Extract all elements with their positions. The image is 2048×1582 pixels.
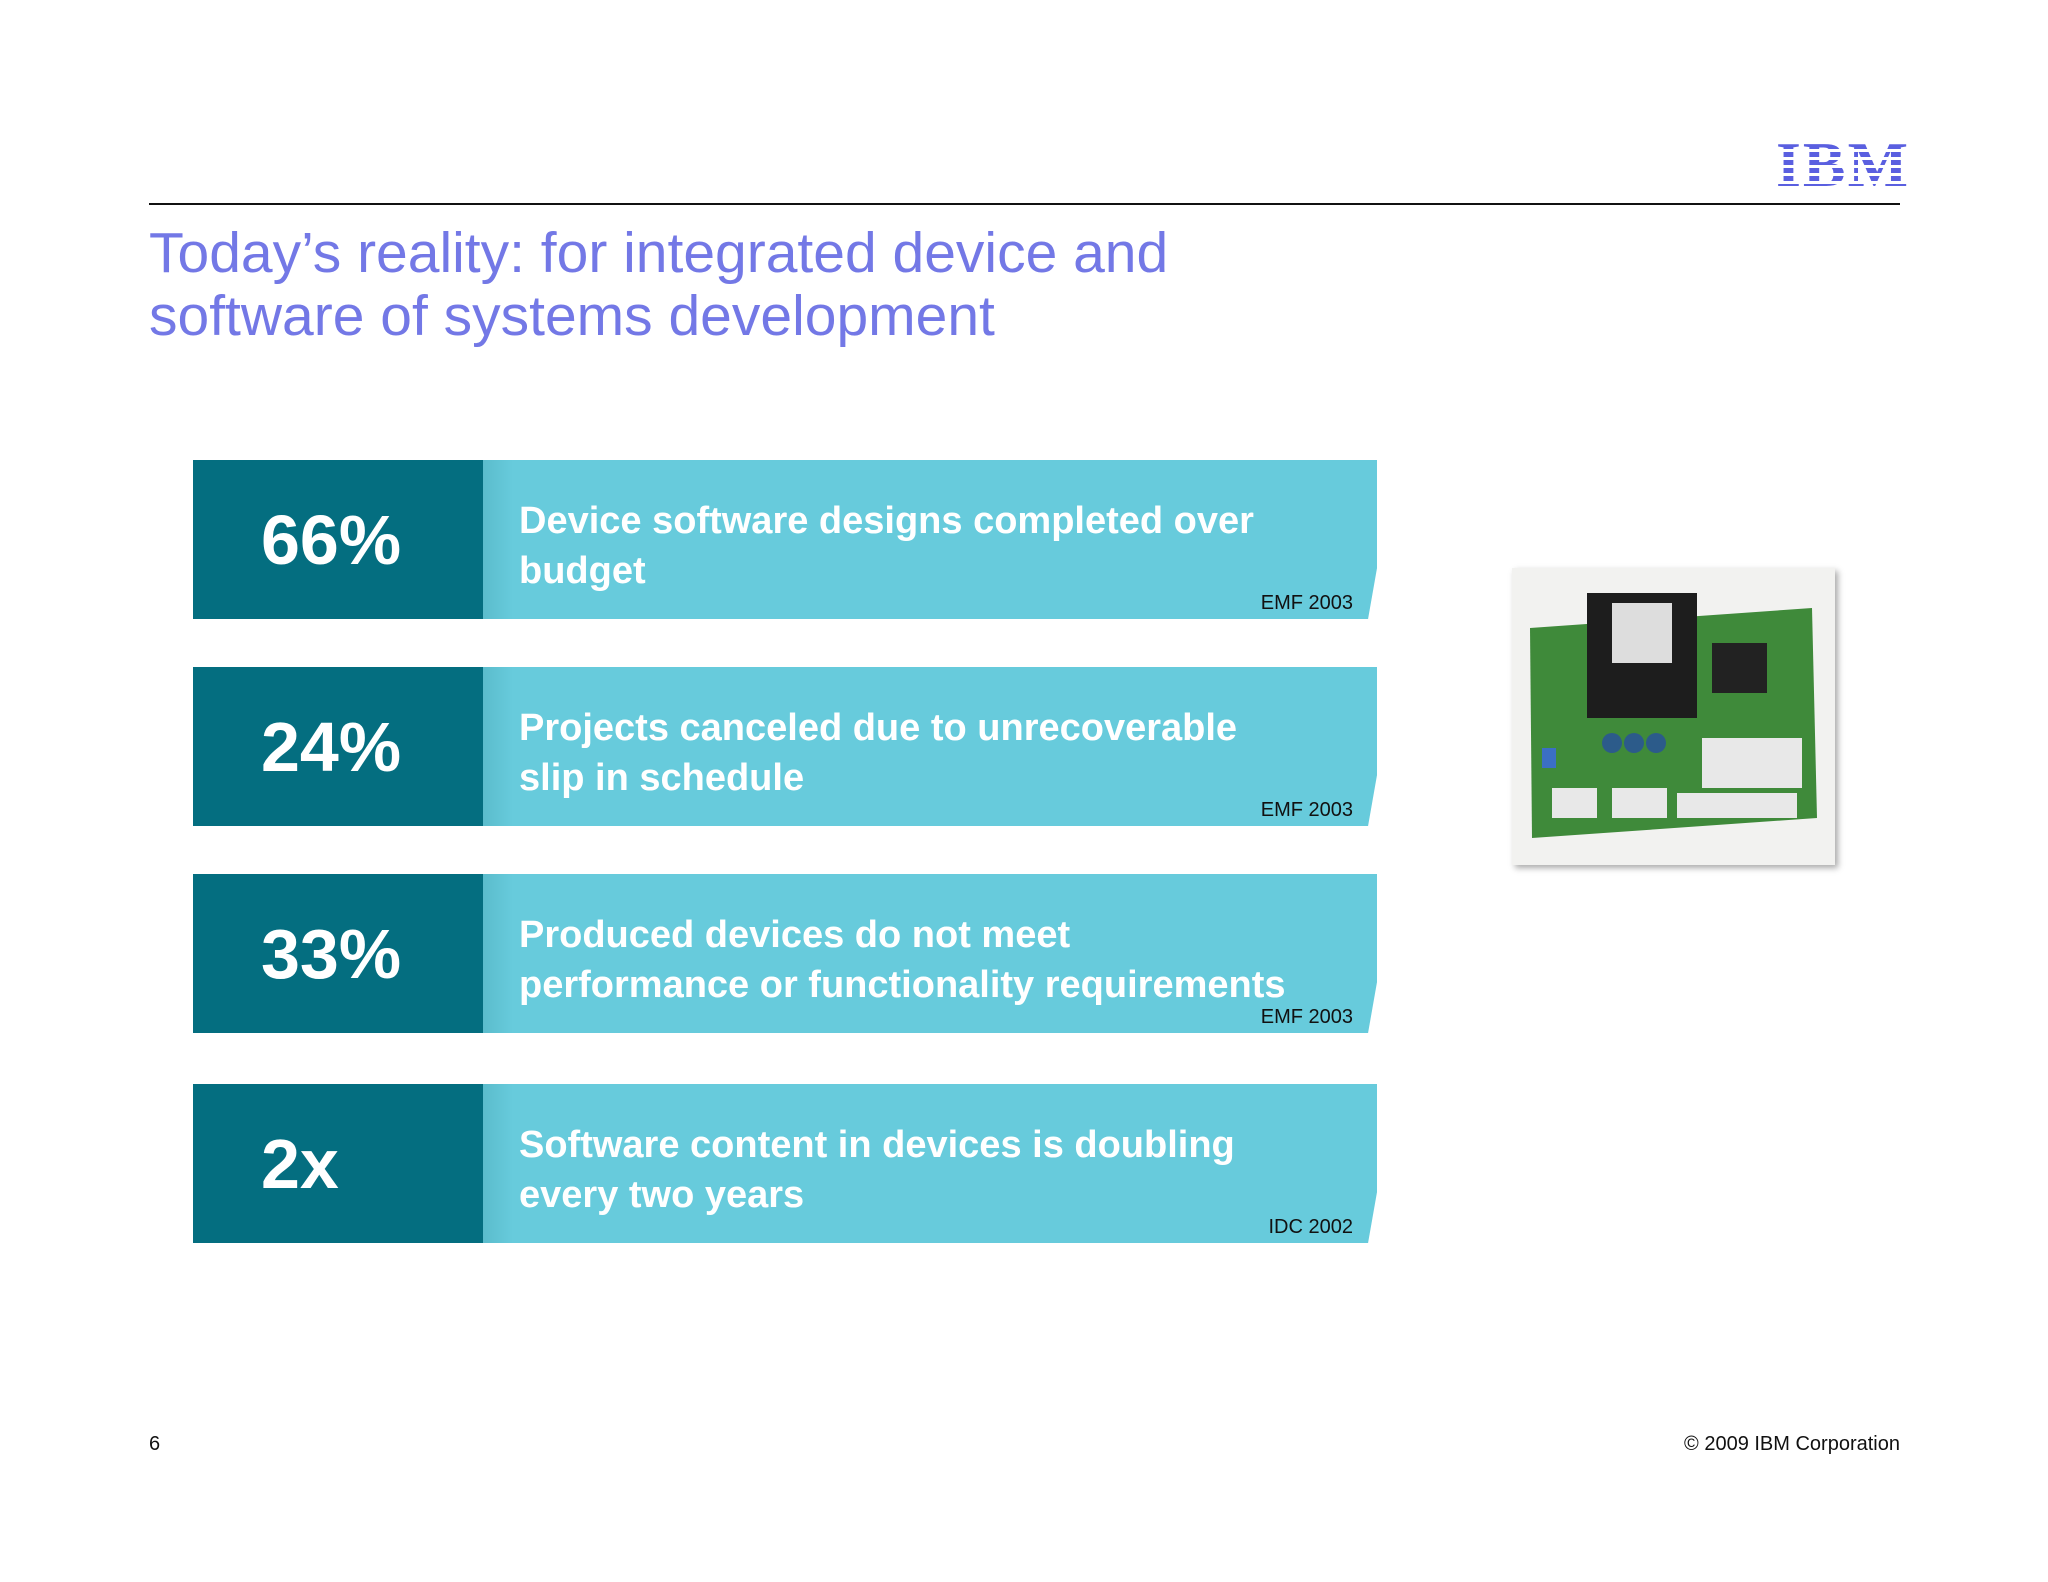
- logo: IBM: [1776, 129, 1910, 200]
- description-line: slip in schedule: [519, 757, 805, 799]
- stat-panel: Projects canceled due to unrecoverable sl…: [483, 667, 1377, 826]
- stat-description: Device software designs completed over bu…: [519, 496, 1254, 596]
- description-line: budget: [519, 550, 646, 592]
- description-line: Projects canceled due to unrecoverable: [519, 707, 1238, 749]
- page-number: 6: [149, 1433, 161, 1455]
- stat-source: EMF 2003: [1260, 1006, 1353, 1028]
- stat-source: IDC 2002: [1268, 1216, 1354, 1238]
- stat-value: 24%: [193, 667, 483, 826]
- stat-value: 66%: [193, 460, 483, 619]
- description-line: every two years: [519, 1174, 805, 1216]
- circuit-board-image: [1512, 568, 1835, 865]
- stat-description: Software content in devices is doubling e…: [519, 1120, 1235, 1220]
- stat-panel: Device software designs completed over bu…: [483, 460, 1377, 619]
- stat-source: EMF 2003: [1260, 799, 1353, 821]
- description-line: Software content in devices is doubling: [519, 1124, 1235, 1166]
- copyright: © 2009 IBM Corporation: [1684, 1433, 1900, 1455]
- stat-row: 33% Produced devices do not meet performan…: [193, 874, 1377, 1033]
- header-rule: [149, 203, 1900, 205]
- stat-source: EMF 2003: [1260, 592, 1353, 614]
- stat-row: 24% Projects canceled due to unrecoverabl…: [193, 667, 1377, 826]
- stat-row: 66% Device software designs completed ove…: [193, 460, 1377, 619]
- stat-description: Produced devices do not meet performance …: [519, 910, 1286, 1010]
- description-line: performance or functionality requirement…: [519, 964, 1286, 1006]
- description-line: Device software designs completed over: [519, 500, 1254, 542]
- title-line: Today’s reality: for integrated device a…: [149, 221, 1169, 285]
- stat-row: 2x Software content in devices is doublin…: [193, 1084, 1377, 1243]
- stat-panel: Produced devices do not meet performance …: [483, 874, 1377, 1033]
- title: Today’s reality: for integrated device a…: [149, 222, 1168, 348]
- stat-description: Projects canceled due to unrecoverable sl…: [519, 703, 1237, 803]
- stat-value: 2x: [193, 1084, 483, 1243]
- description-line: Produced devices do not meet: [519, 914, 1071, 956]
- stat-panel: Software content in devices is doubling e…: [483, 1084, 1377, 1243]
- stat-value: 33%: [193, 874, 483, 1033]
- title-line: software of systems development: [149, 284, 995, 348]
